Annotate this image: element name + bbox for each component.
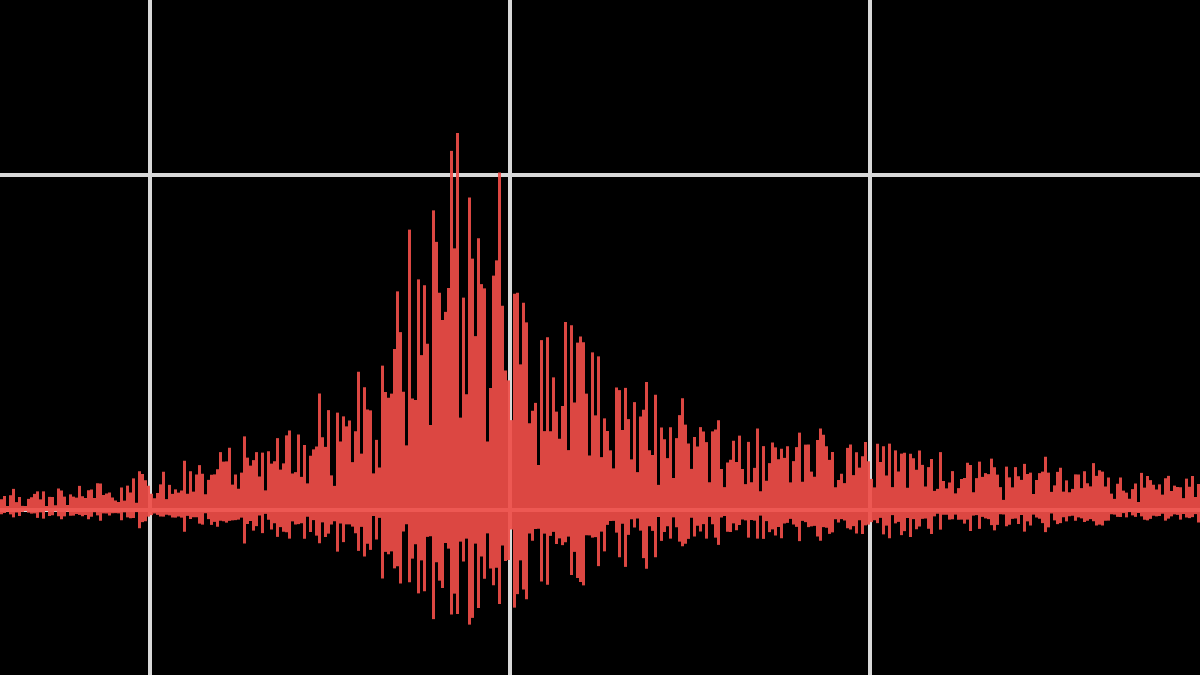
seismogram-svg [0, 0, 1200, 675]
chart-background [0, 0, 1200, 675]
seismogram-chart [0, 0, 1200, 675]
